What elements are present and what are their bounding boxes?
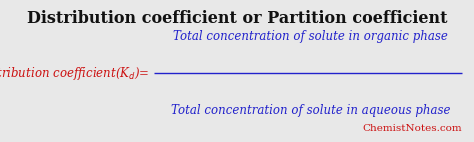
Text: Distribution coefficient(K$_{d}$)=: Distribution coefficient(K$_{d}$)= [0, 65, 149, 82]
Text: Total concentration of solute in aqueous phase: Total concentration of solute in aqueous… [171, 104, 450, 117]
Text: ChemistNotes.com: ChemistNotes.com [363, 125, 462, 133]
Text: Total concentration of solute in organic phase: Total concentration of solute in organic… [173, 30, 448, 43]
Text: Distribution coefficient or Partition coefficient: Distribution coefficient or Partition co… [27, 10, 447, 27]
